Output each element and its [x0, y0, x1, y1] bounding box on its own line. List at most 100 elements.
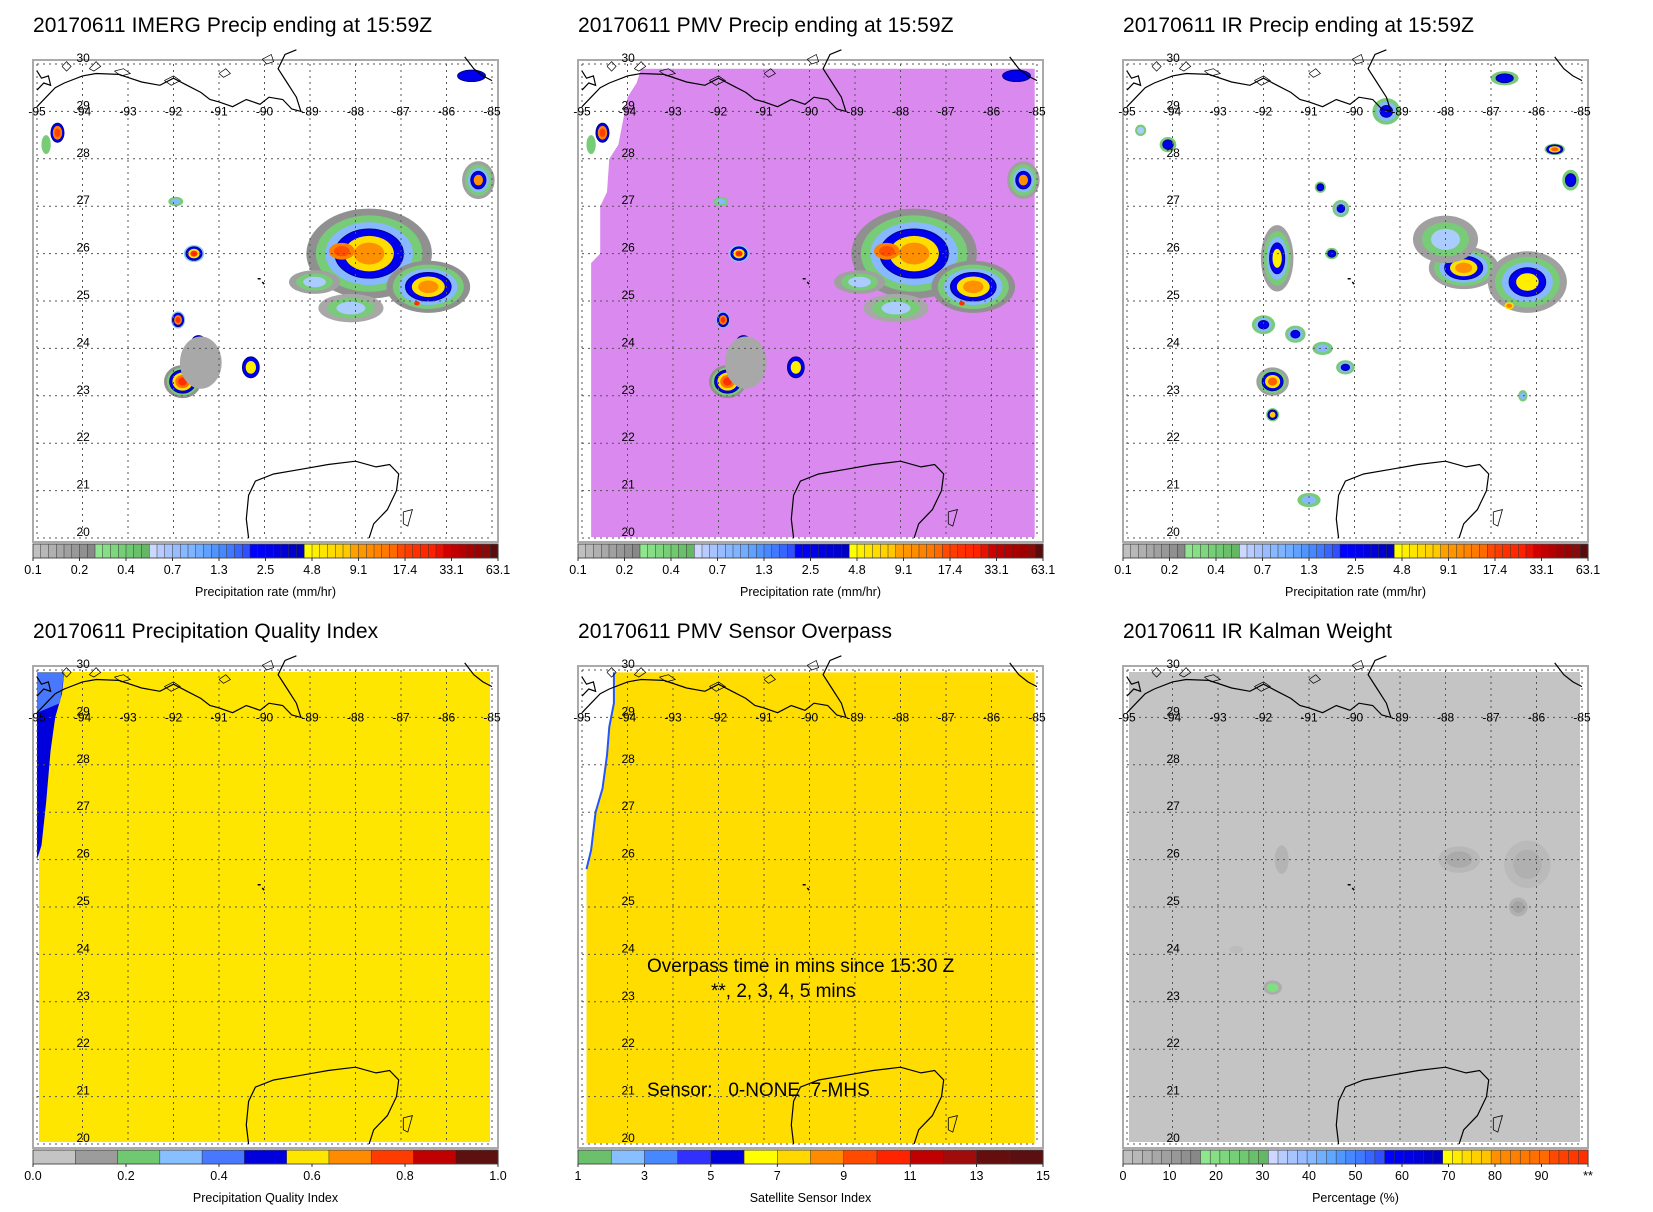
coastlines	[581, 655, 1038, 1145]
colorbar-swatch	[1239, 543, 1248, 559]
colorbar-swatch	[1190, 1149, 1202, 1165]
florida-coastline	[464, 56, 493, 82]
colorbar-tick-label: 0.1	[24, 563, 41, 577]
colorbar-swatch	[644, 1149, 679, 1165]
longitude-label: -89	[1391, 104, 1409, 118]
colorbar-swatch	[1332, 543, 1341, 559]
colorbar-swatch	[180, 543, 189, 559]
colorbar-swatch	[242, 543, 251, 559]
colorbar-swatch	[717, 543, 726, 559]
latitude-label: 29	[622, 704, 636, 718]
sensor-mhs-fill	[586, 672, 1035, 1144]
longitude-label: -88	[1437, 104, 1455, 118]
colorbar-tick-label: 9.1	[1440, 563, 1457, 577]
longitude-label: -90	[801, 710, 819, 724]
colorbar-swatch	[710, 1149, 745, 1165]
latitude-label: 20	[622, 525, 636, 539]
colorbar-swatch	[794, 543, 804, 559]
colorbar-swatch	[164, 543, 174, 559]
precip-cell	[336, 301, 366, 315]
precip-cell	[1267, 377, 1278, 386]
colorbar-swatch	[218, 543, 228, 559]
colorbar-swatch	[1529, 1149, 1541, 1165]
colorbar-swatch	[63, 543, 73, 559]
lake-outline	[164, 75, 181, 86]
longitude-label: -95	[1118, 710, 1136, 724]
map-ir-precip: -95 -94 -93 -92 -91 -90 -89 -88 -87 -86 -85 30 29 28 2…	[1114, 49, 1600, 599]
latitude-label: 24	[77, 335, 91, 349]
colorbar-swatch	[32, 543, 42, 559]
pqi-fill	[39, 672, 490, 1142]
colorbar-swatch	[670, 543, 680, 559]
map-pmv-sensor-overpass: -95 -94 -93 -92 -91 -90 -89 -88 -87 -86 -85 30 29 28 2…	[573, 655, 1050, 1205]
colorbar-tick-label: 13	[970, 1169, 984, 1183]
colorbar-swatch	[988, 543, 998, 559]
lake-outline	[763, 68, 776, 78]
colorbar-tick-label: 11	[904, 1169, 917, 1183]
longitude-label: -87	[392, 104, 410, 118]
grid-lines	[36, 669, 493, 1145]
colorbar-tick-label: 0.8	[396, 1169, 413, 1183]
colorbar-swatch	[976, 1149, 1011, 1165]
coastlines	[1126, 49, 1583, 539]
colorbar-swatch	[1132, 1149, 1143, 1165]
longitude-label: -89	[1391, 710, 1409, 724]
overpass-time-annotation: Overpass time in mins since 15:30 Z	[647, 956, 955, 977]
colorbar-swatch	[701, 543, 711, 559]
colorbar-tick-label: 0.2	[117, 1169, 134, 1183]
panel-precip-quality-index: 20170611 Precipitation Quality Index -95…	[0, 606, 540, 1206]
longitude-label: -86	[438, 104, 456, 118]
field-fill	[1129, 672, 1580, 1142]
colorbar-swatch	[1452, 1149, 1463, 1165]
latitude-label: 29	[77, 98, 91, 112]
longitude-label: -94	[74, 104, 92, 118]
colorbar-swatch	[1200, 543, 1209, 559]
colorbar-tick-label: 1.3	[1300, 563, 1317, 577]
colorbar-swatch	[1425, 543, 1434, 559]
colorbar-tick-label: 1.3	[755, 563, 772, 577]
longitude-label: -92	[165, 710, 183, 724]
precip-cell	[1446, 851, 1473, 868]
colorbar-swatch	[1564, 543, 1574, 559]
colorbar-swatch	[1525, 543, 1535, 559]
map-precip-quality-index: -95 -94 -93 -92 -91 -90 -89 -88 -87 -86 -85 30 29 28 2…	[24, 655, 507, 1205]
colorbar-swatch	[911, 543, 920, 559]
colorbar-swatch	[87, 543, 96, 559]
precip-cell	[1519, 392, 1526, 400]
longitude-label: -92	[1255, 710, 1273, 724]
colorbar-swatch	[56, 543, 65, 559]
lake-outline	[61, 667, 72, 678]
latitude-label: 27	[1167, 193, 1181, 207]
colorbar-swatch	[1500, 1149, 1512, 1165]
colorbar-swatch	[1432, 543, 1442, 559]
colorbar-swatch	[234, 543, 243, 559]
latitude-label: 23	[1167, 383, 1181, 397]
colorbar-tick-label: 0.4	[1207, 563, 1224, 577]
colorbar-tick-label: **	[1583, 1169, 1593, 1183]
colorbar-swatch	[342, 543, 352, 559]
colorbar-swatch	[273, 543, 282, 559]
colorbar-tick-label: 0.4	[662, 563, 679, 577]
latitude-label: 27	[77, 799, 91, 813]
gulf-coastline	[581, 655, 847, 719]
precip-cell	[1257, 319, 1270, 330]
latitude-label: 20	[77, 1131, 91, 1145]
colorbar-swatch	[709, 543, 719, 559]
colorbar-swatch	[117, 1149, 161, 1165]
colorbar-swatch	[616, 543, 626, 559]
colorbar-swatch	[1326, 1149, 1337, 1165]
colorbar-tick-label: 9.1	[895, 563, 912, 577]
panel-pmv-precip: 20170611 PMV Precip ending at 15:59Z -95…	[545, 0, 1085, 600]
precip-cell	[848, 276, 871, 288]
precip-cell	[723, 377, 733, 386]
colorbar-swatch	[740, 543, 750, 559]
colorbar-swatch	[327, 543, 336, 559]
colorbar-swatch	[1287, 1149, 1298, 1165]
longitude-label: -93	[664, 104, 682, 118]
colorbar-swatch	[1019, 543, 1029, 559]
latitude-label: 20	[622, 1131, 636, 1145]
latitude-label: 20	[77, 525, 91, 539]
colorbar-swatch	[1572, 543, 1581, 559]
colorbar-swatch	[810, 543, 819, 559]
florida-coastline	[1009, 56, 1038, 82]
